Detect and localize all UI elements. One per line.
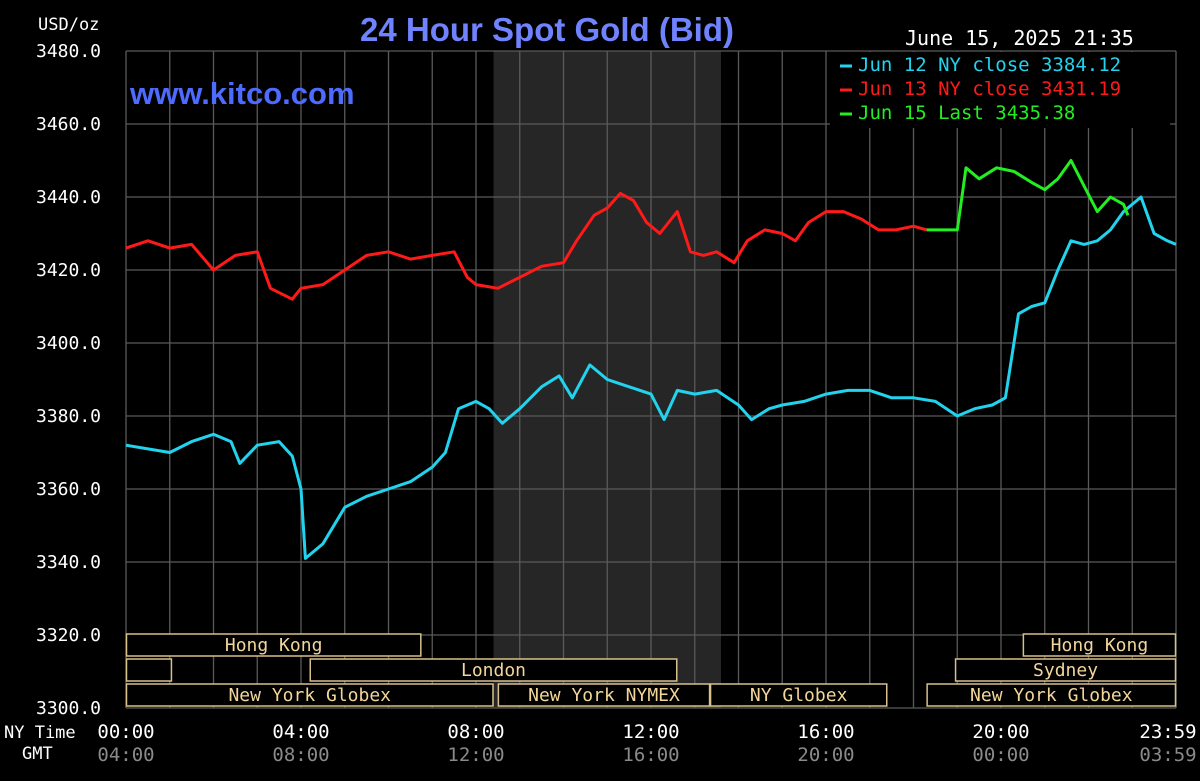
session-label: New York Globex xyxy=(970,685,1133,706)
legend-entry: Jun 12 NY close 3384.12 xyxy=(858,54,1121,76)
x-tick-label-gmt: 00:00 xyxy=(972,744,1029,766)
session-frame xyxy=(125,633,422,657)
y-tick-label: 3440.0 xyxy=(36,187,101,208)
session-box: Hong Kong xyxy=(125,633,422,657)
x-tick-label-ny: 04:00 xyxy=(272,721,329,743)
session-box: Sydney xyxy=(954,658,1177,682)
grid-lines xyxy=(125,50,1177,709)
units-label: USD/oz xyxy=(38,15,99,35)
legend-entry: Jun 13 NY close 3431.19 xyxy=(858,78,1121,100)
x-tick-label-gmt: 04:00 xyxy=(97,744,154,766)
x-tick-label-ny: 16:00 xyxy=(797,721,854,743)
gmt-label: GMT xyxy=(22,744,53,764)
session-label: New York NYMEX xyxy=(528,685,680,706)
series-line xyxy=(125,195,1177,560)
x-tick-label-ny: 23:59 xyxy=(1139,721,1196,743)
session-frame xyxy=(125,658,173,682)
series-line xyxy=(125,191,928,301)
session-box: Hong Kong xyxy=(1022,633,1177,657)
y-tick-label: 3480.0 xyxy=(36,41,101,62)
trading-sessions: Hong Kong London New York Globex New York N… xyxy=(125,633,1177,707)
y-axis-ticks: 3300.0 3320.0 3340.0 3360.0 3380.0 3400.0 3420… xyxy=(36,41,101,719)
y-tick-label: 3420.0 xyxy=(36,260,101,281)
x-tick-label-ny: 12:00 xyxy=(622,721,679,743)
x-tick-label-gmt: 08:00 xyxy=(272,744,329,766)
session-label: Hong Kong xyxy=(225,635,323,656)
series-line xyxy=(926,159,1130,232)
session-frame xyxy=(309,658,678,682)
session-box xyxy=(125,658,173,682)
x-tick-label-ny: 00:00 xyxy=(97,721,154,743)
watermark: www.kitco.com xyxy=(129,76,355,111)
y-tick-label: 3360.0 xyxy=(36,479,101,500)
session-label: London xyxy=(461,660,526,681)
session-frame xyxy=(125,683,494,707)
session-box: New York Globex xyxy=(125,683,494,707)
session-box: NY Globex xyxy=(709,683,888,707)
y-tick-label: 3400.0 xyxy=(36,333,101,354)
x-tick-label-gmt: 12:00 xyxy=(447,744,504,766)
session-box: New York Globex xyxy=(926,683,1177,707)
session-box: New York NYMEX xyxy=(497,683,711,707)
y-tick-label: 3320.0 xyxy=(36,625,101,646)
x-tick-label-gmt: 16:00 xyxy=(622,744,679,766)
legend-box xyxy=(830,52,1170,128)
session-label: NY Globex xyxy=(750,685,848,706)
session-label: Sydney xyxy=(1033,660,1098,681)
session-frame xyxy=(709,683,888,707)
session-frame xyxy=(926,683,1177,707)
x-axis-ticks: 00:0004:0004:0008:0008:0012:0012:0016:00… xyxy=(97,721,1196,766)
session-frame xyxy=(954,658,1177,682)
y-tick-label: 3300.0 xyxy=(36,698,101,719)
session-label: New York Globex xyxy=(228,685,391,706)
ny-time-label: NY Time xyxy=(4,723,76,743)
legend-entry: Jun 15 Last 3435.38 xyxy=(858,102,1075,124)
session-frame xyxy=(1022,633,1177,657)
session-box: London xyxy=(309,658,678,682)
y-tick-label: 3380.0 xyxy=(36,406,101,427)
series-layer xyxy=(125,159,1177,560)
chart-title: 24 Hour Spot Gold (Bid) xyxy=(360,11,734,48)
y-tick-label: 3340.0 xyxy=(36,552,101,573)
session-frame xyxy=(497,683,711,707)
x-tick-label-ny: 08:00 xyxy=(447,721,504,743)
x-tick-label-ny: 20:00 xyxy=(972,721,1029,743)
session-label: Hong Kong xyxy=(1051,635,1149,656)
x-tick-label-gmt: 20:00 xyxy=(797,744,854,766)
timestamp: June 15, 2025 21:35 xyxy=(905,26,1134,50)
x-tick-label-gmt: 03:59 xyxy=(1139,744,1196,766)
y-tick-label: 3460.0 xyxy=(36,114,101,135)
